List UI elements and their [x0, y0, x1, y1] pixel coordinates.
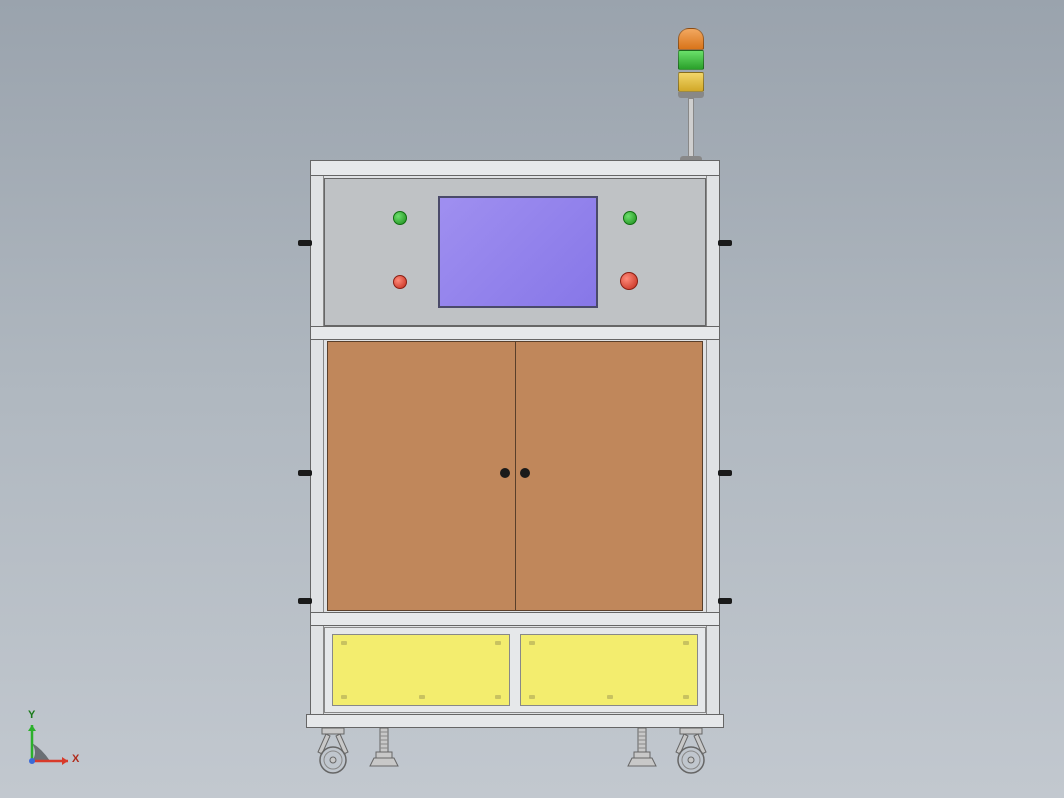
signal-orange	[678, 28, 704, 50]
signal-tower-bottom-cap	[678, 92, 704, 98]
side-knob	[298, 240, 312, 246]
hmi-screen[interactable]	[438, 196, 598, 308]
signal-green	[678, 50, 704, 70]
side-knob	[718, 240, 732, 246]
axis-triad[interactable]: Y X	[20, 713, 90, 778]
cabinet-rail-left	[310, 160, 324, 716]
signal-yellow	[678, 72, 704, 92]
axis-label-y: Y	[28, 709, 35, 721]
cabinet-divider-2	[310, 612, 720, 626]
yellow-panel-right	[520, 634, 698, 706]
red-button-right[interactable]	[620, 272, 638, 290]
axis-label-x: X	[72, 753, 79, 765]
leveler-left	[366, 728, 402, 777]
side-knob	[298, 470, 312, 476]
yellow-panel-left	[332, 634, 510, 706]
green-indicator-left	[393, 211, 407, 225]
side-knob	[718, 470, 732, 476]
caster-right	[666, 726, 716, 776]
door-knob-right[interactable]	[520, 468, 530, 478]
leveler-right	[624, 728, 660, 777]
cad-viewport[interactable]: Y X	[0, 0, 1064, 798]
caster-left	[308, 726, 358, 776]
red-button-left[interactable]	[393, 275, 407, 289]
door-seam	[515, 341, 516, 611]
green-indicator-right	[623, 211, 637, 225]
cabinet-bottom-rail	[306, 714, 724, 728]
side-knob	[718, 598, 732, 604]
door-knob-left[interactable]	[500, 468, 510, 478]
cabinet-top-bar	[310, 160, 720, 176]
side-knob	[298, 598, 312, 604]
cabinet-divider-1	[310, 326, 720, 340]
signal-tower-pole	[688, 98, 694, 162]
